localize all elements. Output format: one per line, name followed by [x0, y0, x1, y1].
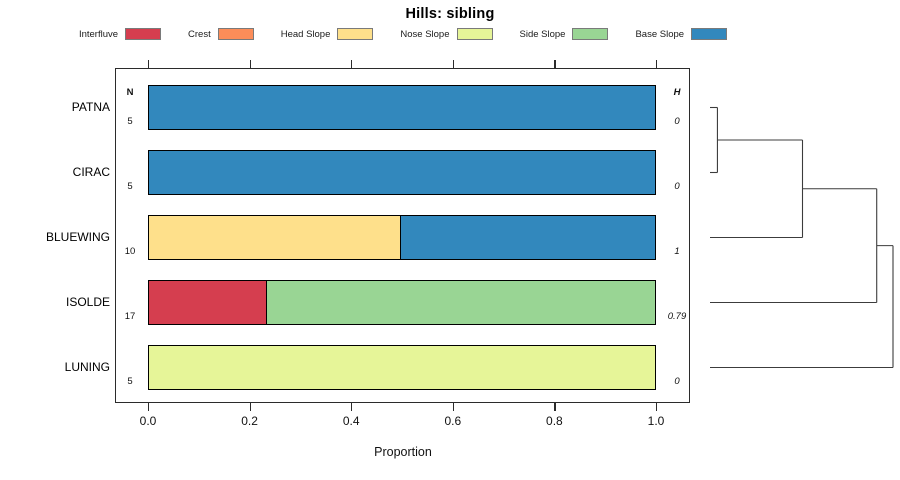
axis-tick-top — [351, 60, 353, 68]
axis-tick-bottom — [351, 403, 353, 411]
legend: Interfluve Crest Head Slope Nose Slope Side … — [2, 26, 804, 42]
category-label: LUNING — [64, 360, 110, 374]
bar-segment-interfluve — [148, 280, 268, 325]
legend-item: Interfluve — [78, 28, 162, 40]
legend-item: Side Slope — [520, 28, 609, 40]
legend-swatch — [337, 28, 374, 40]
category-label: CIRAC — [72, 165, 110, 179]
n-value: 5 — [127, 181, 133, 192]
legend-item: Nose Slope — [400, 28, 493, 40]
axis-tick-top — [452, 60, 454, 68]
axis-tick-top — [148, 60, 150, 68]
stacked-bar — [148, 345, 656, 390]
legend-label: Head Slope — [280, 28, 331, 40]
stacked-bar — [148, 215, 656, 260]
bar-segment-nose-slope — [148, 345, 656, 390]
bar-segment-base-slope — [400, 215, 656, 260]
x-axis-title: Proportion — [374, 445, 432, 459]
legend-label: Crest — [188, 28, 211, 40]
legend-swatch — [691, 28, 728, 40]
h-value: 0.79 — [667, 311, 687, 322]
legend-label: Interfluve — [78, 28, 119, 40]
axis-tick-bottom — [554, 403, 556, 411]
legend-swatch — [572, 28, 609, 40]
legend-label: Nose Slope — [400, 28, 450, 40]
stacked-bar — [148, 150, 656, 195]
legend-swatch — [217, 28, 254, 40]
h-value: 1 — [674, 246, 680, 257]
axis-tick-label: 0.6 — [444, 414, 462, 428]
h-value: 0 — [674, 116, 680, 127]
n-value: 5 — [127, 116, 133, 127]
h-value: 0 — [674, 376, 680, 387]
n-value: 17 — [124, 311, 136, 322]
axis-tick-label: 0.2 — [241, 414, 258, 428]
legend-label: Side Slope — [519, 28, 566, 40]
axis-tick-label: 0.8 — [546, 414, 563, 428]
stacked-bar — [148, 280, 656, 325]
axis-tick-label: 0.4 — [342, 414, 360, 428]
bar-segment-head-slope — [148, 215, 402, 260]
stacked-bar — [148, 85, 656, 130]
axis-tick-bottom — [656, 403, 658, 411]
axis-tick-label: 0.0 — [139, 414, 157, 428]
n-column-header: N — [126, 87, 134, 98]
legend-item: Base Slope — [635, 28, 728, 40]
bar-segment-side-slope — [265, 280, 656, 325]
axis-tick-top — [554, 60, 556, 68]
axis-tick-top — [656, 60, 658, 68]
axis-tick-bottom — [452, 403, 454, 411]
h-column-header: H — [673, 87, 681, 98]
axis-tick-bottom — [249, 403, 251, 411]
legend-swatch — [125, 28, 162, 40]
bar-segment-base-slope — [148, 85, 656, 130]
bar-segment-base-slope — [148, 150, 656, 195]
axis-tick-label: 1.0 — [647, 414, 665, 428]
axis-tick-bottom — [148, 403, 150, 411]
n-value: 5 — [127, 376, 133, 387]
legend-swatch — [456, 28, 493, 40]
legend-item: Head Slope — [281, 28, 374, 40]
n-value: 10 — [124, 246, 136, 257]
category-label: ISOLDE — [65, 295, 110, 309]
legend-label: Base Slope — [635, 28, 685, 40]
h-value: 0 — [674, 181, 680, 192]
category-label: PATNA — [71, 100, 110, 114]
category-label: BLUEWING — [45, 230, 110, 244]
chart-title: Hills: sibling — [405, 6, 495, 22]
axis-tick-top — [249, 60, 251, 68]
legend-item: Crest — [188, 28, 254, 40]
